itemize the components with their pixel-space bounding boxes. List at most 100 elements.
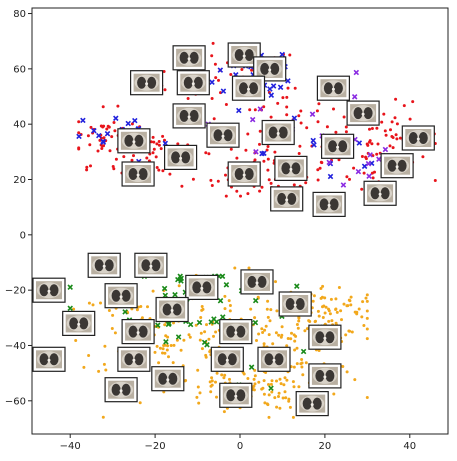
- data-point: [252, 377, 256, 381]
- data-point: [196, 368, 200, 372]
- data-point: [227, 299, 231, 303]
- data-point: [340, 182, 347, 188]
- data-point: [76, 133, 82, 140]
- data-point: [102, 362, 106, 366]
- data-point: [138, 401, 142, 405]
- data-point: [361, 163, 368, 170]
- data-point: [281, 396, 285, 400]
- data-point: [279, 382, 283, 386]
- data-point: [267, 383, 270, 386]
- data-point: [145, 156, 149, 160]
- data-point: [365, 309, 369, 313]
- data-point: [283, 376, 287, 380]
- data-point: [214, 330, 218, 334]
- data-point: [267, 393, 271, 397]
- data-point: [110, 135, 114, 139]
- data-point: [239, 194, 242, 198]
- x-tick-label: −20: [145, 441, 166, 452]
- image-thumbnail: [380, 153, 414, 179]
- data-point: [368, 127, 371, 131]
- data-point: [217, 78, 220, 82]
- data-point: [186, 97, 190, 100]
- data-point: [194, 323, 198, 327]
- data-point: [297, 152, 301, 155]
- data-point: [352, 166, 356, 170]
- data-point: [365, 396, 369, 399]
- data-point: [277, 333, 281, 337]
- data-point: [266, 315, 270, 319]
- data-point: [152, 147, 156, 151]
- data-point: [249, 116, 256, 123]
- data-point: [286, 86, 290, 90]
- data-point: [212, 334, 215, 338]
- data-point: [283, 390, 287, 394]
- data-point: [285, 78, 291, 84]
- data-point: [223, 294, 227, 298]
- data-point: [204, 151, 208, 155]
- data-point: [259, 150, 265, 157]
- data-point: [151, 135, 155, 139]
- image-thumbnail: [278, 291, 312, 317]
- data-point: [266, 403, 270, 407]
- data-point: [200, 308, 204, 312]
- data-point: [175, 338, 179, 342]
- data-point: [299, 121, 303, 125]
- data-point: [285, 105, 289, 109]
- data-point: [195, 395, 199, 399]
- image-thumbnail: [117, 346, 151, 372]
- data-point: [275, 309, 279, 313]
- data-point: [204, 342, 210, 348]
- data-point: [319, 296, 323, 300]
- data-point: [322, 304, 326, 308]
- data-point: [210, 184, 214, 187]
- data-point: [348, 329, 352, 333]
- data-point: [269, 115, 273, 119]
- data-point: [233, 266, 237, 270]
- data-point: [364, 296, 368, 300]
- data-point: [349, 295, 353, 299]
- data-point: [110, 327, 114, 330]
- data-point: [285, 378, 289, 382]
- data-point: [155, 322, 161, 328]
- image-thumbnail: [176, 70, 210, 96]
- image-thumbnail: [321, 133, 355, 159]
- x-tick-label: 40: [403, 441, 416, 452]
- data-point: [209, 79, 215, 85]
- data-point: [111, 313, 115, 317]
- image-thumbnail: [130, 70, 164, 96]
- data-point: [395, 122, 399, 126]
- data-point: [270, 83, 277, 89]
- data-point: [172, 321, 175, 325]
- y-tick-label: −60: [5, 396, 26, 407]
- image-thumbnail: [32, 346, 66, 372]
- image-thumbnail: [62, 310, 96, 336]
- data-point: [366, 173, 372, 179]
- data-point: [303, 329, 307, 333]
- data-point: [266, 168, 270, 172]
- data-point: [365, 299, 369, 303]
- image-thumbnail: [117, 128, 151, 154]
- data-point: [360, 187, 364, 191]
- data-point: [236, 107, 242, 114]
- x-tick-label: 0: [237, 441, 243, 452]
- data-point: [219, 273, 226, 280]
- data-point: [67, 305, 73, 312]
- data-point: [350, 330, 354, 334]
- image-thumbnail: [121, 319, 155, 345]
- y-tick-label: −40: [5, 341, 26, 352]
- data-point: [268, 319, 272, 323]
- data-point: [87, 301, 91, 305]
- data-point: [321, 284, 325, 288]
- image-thumbnail: [87, 252, 121, 278]
- data-point: [267, 178, 271, 182]
- data-point: [361, 300, 365, 304]
- data-point: [213, 319, 220, 325]
- data-point: [103, 344, 107, 348]
- data-point: [163, 323, 167, 327]
- data-point: [295, 323, 299, 326]
- data-point: [271, 342, 275, 346]
- image-thumbnail: [172, 45, 206, 71]
- data-point: [267, 415, 271, 419]
